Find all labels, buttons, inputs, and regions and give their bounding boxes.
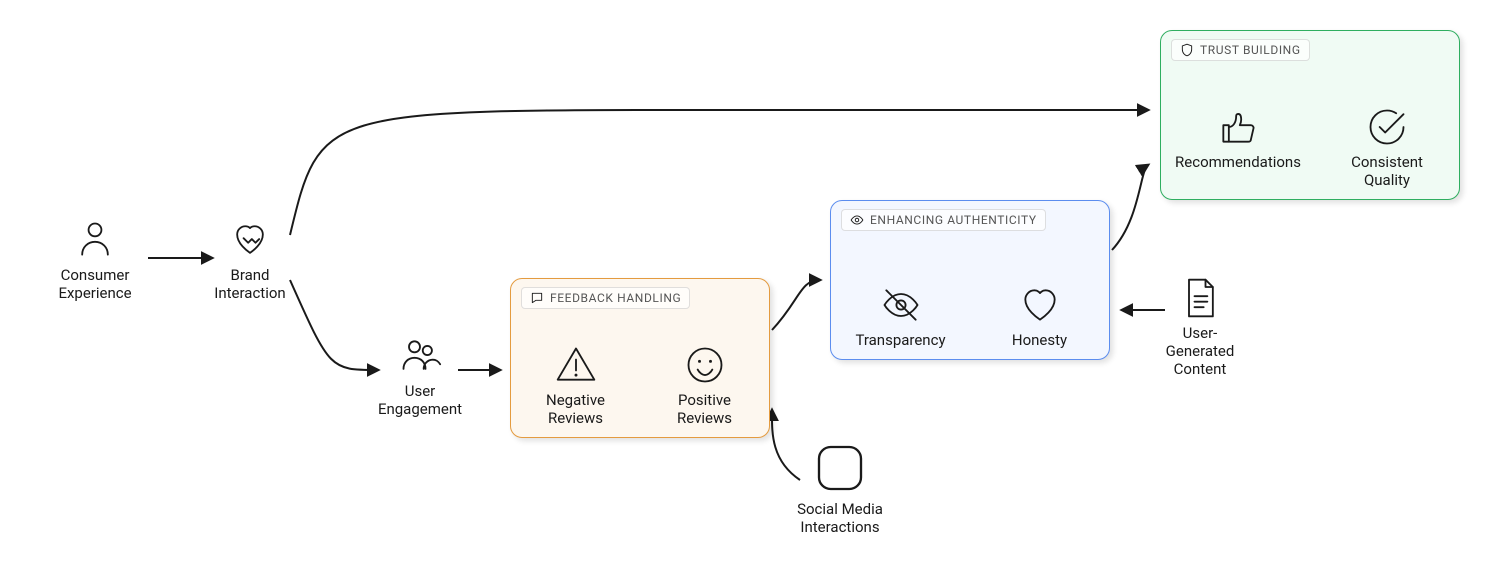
- group-title: ENHANCING AUTHENTICITY: [841, 209, 1046, 231]
- group-title: TRUST BUILDING: [1171, 39, 1310, 61]
- node-consumer-experience: ConsumerExperience: [35, 218, 155, 302]
- group-trust-building: TRUST BUILDING Recommendations Consisten…: [1160, 30, 1460, 200]
- node-label: User-GeneratedContent: [1166, 324, 1235, 378]
- node-user-engagement: UserEngagement: [360, 334, 480, 418]
- node-label: Recommendations: [1175, 153, 1301, 171]
- warning-icon: [554, 343, 598, 387]
- eye-icon: [850, 213, 864, 227]
- group-feedback-handling: FEEDBACK HANDLING NegativeReviews Positi…: [510, 278, 770, 438]
- heart-icon: [1018, 283, 1062, 327]
- item-consistent-quality: ConsistentQuality: [1322, 105, 1452, 189]
- node-brand-interaction: BrandInteraction: [190, 218, 310, 302]
- group-title-text: FEEDBACK HANDLING: [550, 291, 681, 305]
- message-icon: [530, 291, 544, 305]
- smile-icon: [683, 343, 727, 387]
- blank-app-icon: [812, 440, 868, 496]
- heart-handshake-icon: [228, 218, 272, 262]
- item-positive-reviews: PositiveReviews: [650, 343, 760, 427]
- person-icon: [73, 218, 117, 262]
- edge-feedback-to-authenticity: [772, 280, 820, 330]
- shield-icon: [1180, 43, 1194, 57]
- people-icon: [398, 334, 442, 378]
- node-ugc: User-GeneratedContent: [1140, 276, 1260, 378]
- item-transparency: Transparency: [841, 283, 961, 349]
- node-label: ConsumerExperience: [58, 266, 131, 302]
- node-social-media: Social MediaInteractions: [780, 440, 900, 536]
- node-label: PositiveReviews: [677, 391, 732, 427]
- group-enhancing-authenticity: ENHANCING AUTHENTICITY Transparency Hone…: [830, 200, 1110, 360]
- check-circle-icon: [1365, 105, 1409, 149]
- node-label: Honesty: [1012, 331, 1067, 349]
- item-negative-reviews: NegativeReviews: [521, 343, 631, 427]
- node-label: UserEngagement: [378, 382, 462, 418]
- eye-slash-icon: [879, 283, 923, 327]
- node-label: NegativeReviews: [546, 391, 605, 427]
- group-title: FEEDBACK HANDLING: [521, 287, 690, 309]
- item-recommendations: Recommendations: [1168, 105, 1308, 189]
- node-label: ConsistentQuality: [1351, 153, 1423, 189]
- document-icon: [1178, 276, 1222, 320]
- group-title-text: TRUST BUILDING: [1200, 43, 1301, 57]
- node-label: Social MediaInteractions: [797, 500, 883, 536]
- node-label: Transparency: [855, 331, 945, 349]
- edge-authenticity-to-trust: [1112, 165, 1148, 250]
- node-label: BrandInteraction: [214, 266, 285, 302]
- thumbs-up-icon: [1216, 105, 1260, 149]
- group-title-text: ENHANCING AUTHENTICITY: [870, 213, 1037, 227]
- item-honesty: Honesty: [980, 283, 1100, 349]
